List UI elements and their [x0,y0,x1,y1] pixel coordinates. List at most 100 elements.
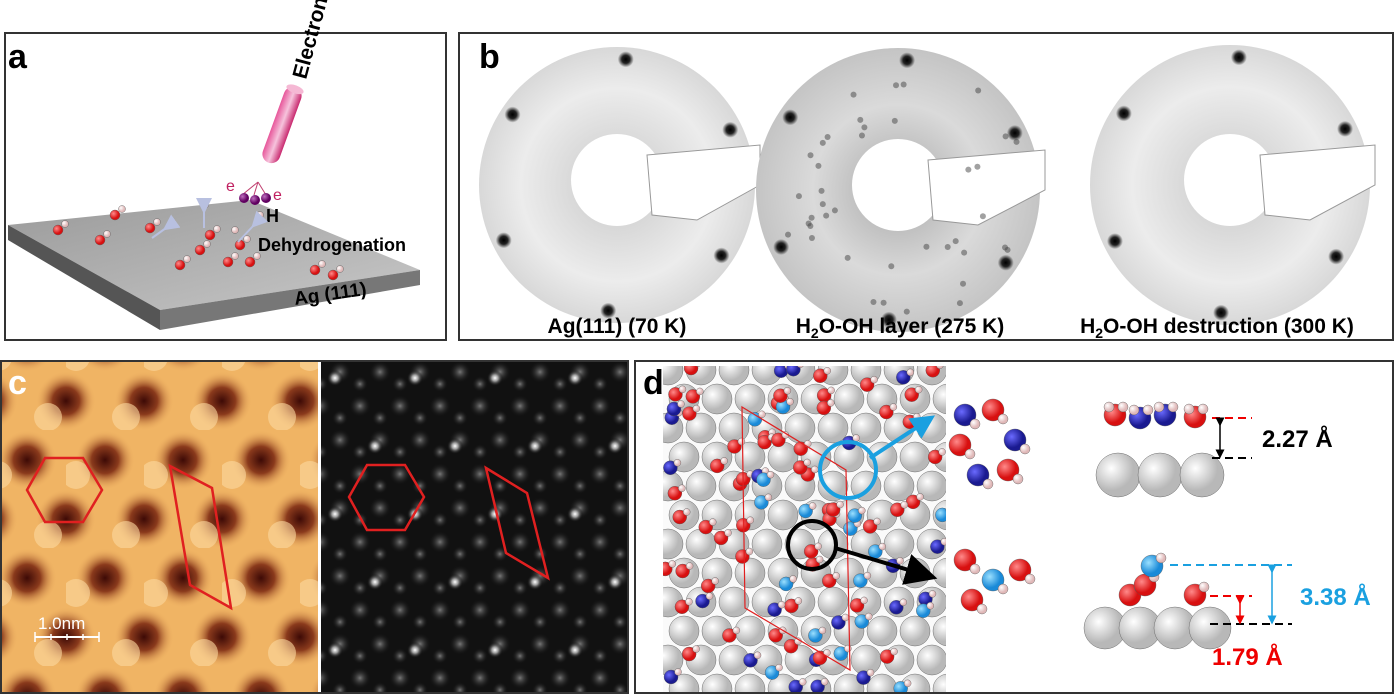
atom [705,592,714,600]
atom [203,240,211,248]
diffraction-spot [1213,304,1230,321]
diffraction-spot [1106,233,1123,250]
atom [841,613,850,622]
atom [816,400,831,416]
atom [890,647,898,656]
diffraction-spot [903,308,910,315]
atom [783,638,799,654]
atom [681,646,697,662]
atom [889,403,898,411]
bright-dot [607,574,623,590]
bright-dot [607,438,623,454]
bright-dot [327,370,343,386]
atom [831,615,846,630]
bright-dot [487,370,503,386]
atom [52,224,64,236]
diffraction-spot [861,124,868,131]
leed-gun [571,134,663,226]
atom [833,646,849,661]
atom [737,437,746,446]
atom [174,259,186,271]
atom [854,614,869,629]
atom [1183,403,1195,415]
atom [109,209,121,221]
atom [663,528,684,560]
diffraction-spot [952,238,959,245]
atom [969,563,981,575]
atom [890,502,905,517]
atom [883,528,915,560]
diffraction-spot [1328,248,1345,265]
atom [866,668,875,677]
atom [786,366,801,377]
atom [936,366,944,369]
atom [996,458,1020,482]
atom [753,651,762,659]
atom [1153,401,1165,413]
diffraction-spot [858,132,865,139]
diffraction-spot [819,139,826,146]
leed-gun [852,139,944,231]
atom [844,644,852,653]
atom [771,432,786,448]
atom [231,226,239,234]
atom [777,601,786,609]
atom [1155,552,1167,564]
atom [916,412,946,444]
diffraction-spot [823,212,830,219]
panel-d: 2.27 Å 3.38 Å 1.79 Å d [634,360,1394,694]
atom [666,401,682,417]
diffraction-spot [1013,138,1020,145]
text: H [796,315,811,338]
leed-holder [927,149,1046,226]
panel-label: c [8,364,27,402]
atom [773,388,788,403]
leed-holder [1259,144,1376,221]
atom [677,400,685,408]
atom [234,239,246,251]
atom [698,519,713,535]
atom [997,583,1009,595]
atom [709,458,725,474]
atom [858,506,866,515]
atom [927,449,943,465]
atom [153,218,161,226]
atom [663,460,678,475]
atom [1142,404,1154,416]
atom [183,255,191,263]
atom [231,252,239,260]
diffraction-spot [1004,246,1011,253]
atom [969,418,981,430]
atom [808,502,817,510]
atom [1095,452,1141,498]
atom [678,385,687,394]
scale-bar-label: 1.0nm [38,614,85,633]
atom [932,673,946,692]
atom [734,557,766,589]
atom [926,602,934,610]
atom [701,383,733,415]
atom [685,562,694,570]
atom [766,470,775,479]
leed-gun [1184,134,1276,226]
atom [696,387,704,396]
atom [745,547,754,556]
panel-label: b [479,38,500,76]
atom [1128,404,1140,416]
text: H [1080,315,1095,338]
diffraction-spot [785,231,792,238]
panel-label: a [8,38,28,76]
atom [678,484,686,492]
atom [873,517,881,526]
atom [1103,401,1115,413]
atom [711,577,719,585]
atom [915,385,923,394]
atom [906,368,915,377]
atom [797,366,804,368]
atom [794,597,803,605]
atom [878,542,886,551]
molecules [52,201,344,281]
atom [852,434,860,442]
atom [685,389,701,404]
